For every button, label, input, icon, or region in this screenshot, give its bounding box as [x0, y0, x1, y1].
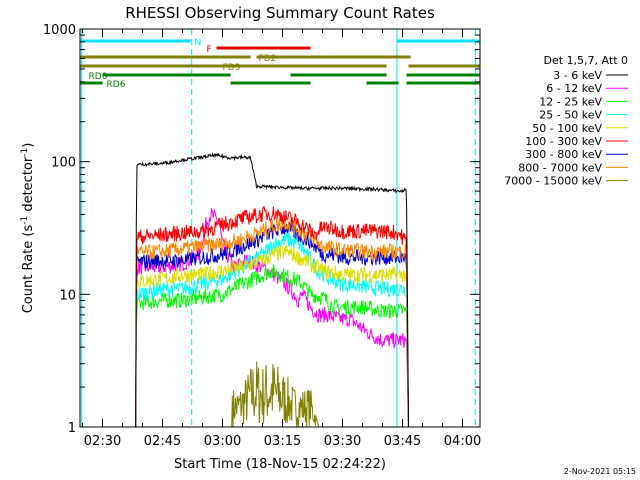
legend-label: 6 - 12 keV	[546, 82, 602, 95]
plot-frame	[79, 28, 481, 428]
y-axis: 1 10 100 1000	[43, 23, 480, 436]
y-axis-label-part: )	[21, 143, 36, 148]
series-line	[135, 152, 409, 428]
y-tick-label: 1000	[43, 23, 76, 38]
legend-label: 800 - 7000 keV	[518, 161, 602, 174]
legend-title: Det 1,5,7, Att 0	[544, 54, 628, 67]
y-axis-label-part: Count Rate (s	[21, 225, 36, 314]
series-line	[135, 218, 409, 428]
chart-title: RHESSI Observing Summary Count Rates	[125, 4, 435, 22]
x-axis: 02:30 02:45 03:00 03:15 03:30 03:45 04:00	[82, 29, 481, 449]
x-axis-label: Start Time (18-Nov-15 02:24:22)	[174, 457, 386, 472]
series-line	[135, 220, 409, 428]
x-tick-label: 03:30	[324, 434, 361, 449]
state-bar-label: RD6	[107, 80, 126, 90]
legend-label: 50 - 100 keV	[532, 122, 602, 135]
series-line	[135, 205, 409, 428]
x-tick-label: 03:00	[204, 434, 241, 449]
legend-label: 7000 - 15000 keV	[504, 175, 602, 188]
state-bar-label: F	[207, 45, 212, 55]
legend-label: 100 - 300 keV	[525, 135, 602, 148]
series-line	[231, 361, 319, 428]
series-line	[135, 208, 409, 428]
y-tick-label: 1	[68, 421, 76, 436]
x-tick-label: 03:45	[384, 434, 421, 449]
legend-label: 3 - 6 keV	[553, 69, 602, 82]
footer-date: 2-Nov-2021 05:15	[564, 467, 636, 476]
legend-label: 25 - 50 keV	[539, 109, 602, 122]
y-tick-label: 100	[51, 156, 76, 171]
y-axis-label-exponent: -1	[20, 148, 30, 157]
state-bar-label: FD3	[223, 63, 241, 73]
state-bar-label: N	[195, 38, 202, 48]
legend-label: 12 - 25 keV	[539, 95, 602, 108]
y-axis-label-exponent: -1	[20, 216, 30, 225]
y-axis-label-part: detector	[21, 156, 36, 216]
state-bar-label: RD0	[89, 72, 108, 82]
series-line	[135, 264, 409, 428]
y-axis-label: Count Rate (s-1 detector-1)	[20, 143, 36, 314]
x-tick-label: 02:30	[84, 434, 121, 449]
y-tick-label: 10	[59, 288, 76, 303]
series-line	[135, 243, 409, 428]
x-tick-label: 03:15	[264, 434, 301, 449]
state-bar-label: FD2	[259, 54, 277, 64]
x-tick-label: 02:45	[144, 434, 181, 449]
x-tick-label: 04:00	[444, 434, 481, 449]
legend-label: 300 - 800 keV	[525, 148, 602, 161]
